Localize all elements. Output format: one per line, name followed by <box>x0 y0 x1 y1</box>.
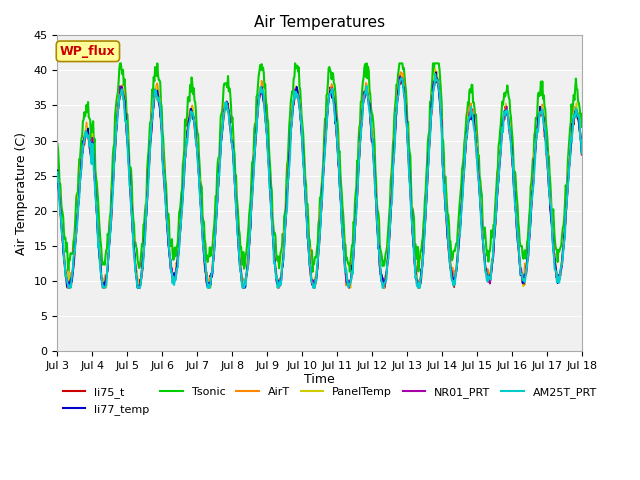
Title: Air Temperatures: Air Temperatures <box>254 15 385 30</box>
Legend: li75_t, li77_temp, Tsonic, AirT, PanelTemp, NR01_PRT, AM25T_PRT: li75_t, li77_temp, Tsonic, AirT, PanelTe… <box>63 387 596 415</box>
X-axis label: Time: Time <box>304 373 335 386</box>
Y-axis label: Air Temperature (C): Air Temperature (C) <box>15 132 28 254</box>
Text: WP_flux: WP_flux <box>60 45 116 58</box>
